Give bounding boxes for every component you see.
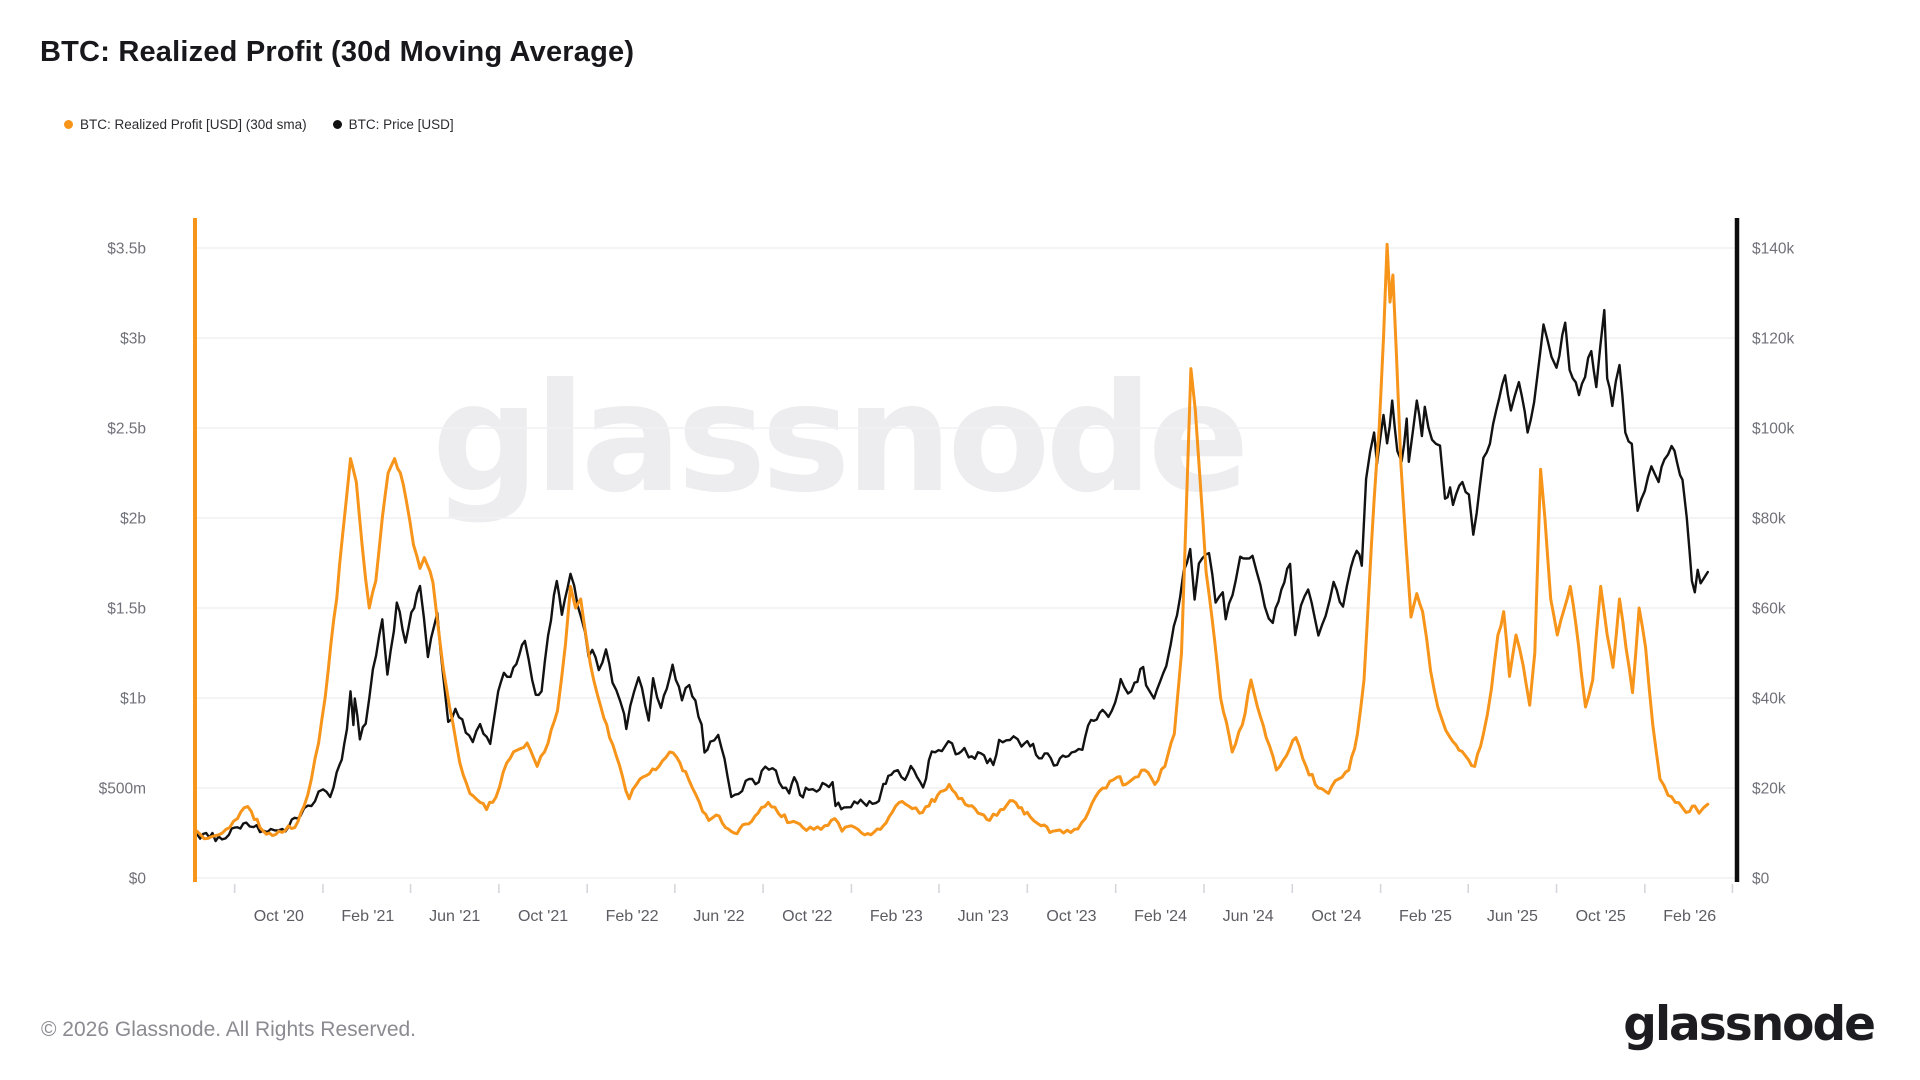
y-right-tick-label: $20k	[1752, 781, 1786, 798]
y-right-tick-label: $80k	[1752, 511, 1786, 528]
chart-legend: BTC: Realized Profit [USD] (30d sma) BTC…	[64, 117, 480, 132]
y-right-tick-label: $0	[1752, 871, 1770, 888]
glassnode-watermark: glassnode	[432, 352, 1250, 526]
y-right-tick-label: $60k	[1752, 601, 1786, 618]
legend-label: BTC: Price [USD]	[348, 117, 454, 132]
y-left-tick-label: $1b	[120, 691, 146, 708]
y-right-tick-label: $40k	[1752, 691, 1786, 708]
x-axis-label: Feb '22	[606, 908, 659, 925]
x-axis-label: Jun '25	[1487, 908, 1538, 925]
glassnode-logo: glassnode	[1623, 997, 1876, 1052]
x-axis-label: Jun '22	[693, 908, 744, 925]
realized-profit-line	[197, 242, 1710, 841]
legend-item-realized-profit[interactable]: BTC: Realized Profit [USD] (30d sma)	[64, 117, 307, 132]
y-right-tick-label: $120k	[1752, 331, 1794, 348]
price-line	[197, 308, 1709, 843]
x-axis-label: Jun '23	[958, 908, 1009, 925]
y-right-tick-label: $140k	[1752, 241, 1794, 258]
y-right-tick-label: $100k	[1752, 421, 1794, 438]
y-left-tick-label: $500m	[99, 781, 146, 798]
y-left-tick-label: $1.5b	[107, 601, 146, 618]
copyright-text: © 2026 Glassnode. All Rights Reserved.	[41, 1018, 417, 1041]
y-left-tick-label: $2b	[120, 511, 146, 528]
y-left-tick-label: $2.5b	[107, 421, 146, 438]
x-axis-label: Jun '21	[429, 908, 480, 925]
y-left-tick-label: $0	[129, 871, 147, 888]
x-axis-label: Oct '20	[254, 908, 304, 925]
x-axis-label: Oct '25	[1576, 908, 1626, 925]
x-axis-label: Feb '23	[870, 908, 923, 925]
legend-label: BTC: Realized Profit [USD] (30d sma)	[80, 117, 307, 132]
y-left-tick-label: $3b	[120, 331, 146, 348]
x-axis-label: Jun '24	[1223, 908, 1274, 925]
x-axis-label: Feb '25	[1399, 908, 1452, 925]
y-left-tick-label: $3.5b	[107, 241, 146, 258]
x-axis-label: Feb '21	[341, 908, 394, 925]
x-axis-label: Oct '22	[782, 908, 832, 925]
x-axis-label: Oct '24	[1311, 908, 1361, 925]
x-axis-label: Feb '26	[1663, 908, 1716, 925]
legend-dot-icon	[332, 120, 342, 129]
legend-item-price[interactable]: BTC: Price [USD]	[332, 117, 454, 132]
legend-dot-icon	[64, 120, 73, 129]
x-axis-label: Oct '21	[518, 908, 568, 925]
page-title: BTC: Realized Profit (30d Moving Average…	[40, 36, 635, 68]
x-axis-label: Feb '24	[1134, 908, 1187, 925]
x-axis-label: Oct '23	[1046, 908, 1096, 925]
